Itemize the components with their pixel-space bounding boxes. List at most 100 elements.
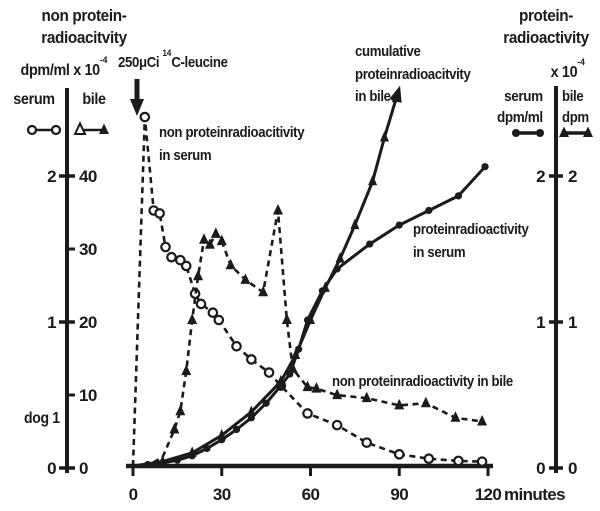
axis-tick-label: 60 (302, 485, 320, 504)
filled-triangle-marker (350, 218, 360, 230)
filled-triangle-marker (99, 123, 109, 134)
filled-circle-marker (232, 425, 241, 434)
filled-triangle-marker (272, 203, 283, 215)
axis-tick-label: 2 (568, 167, 577, 186)
right-axis-col-serum-line2: dpm/ml (496, 109, 543, 126)
left-axis-title-line2: radioacitvity (41, 28, 127, 48)
open-circle-marker (166, 251, 177, 263)
open-circle-marker (263, 367, 275, 378)
label-np-bile: non proteinradioactivity in bile (332, 373, 513, 390)
filled-circle-marker (366, 240, 374, 248)
series-0 (131, 111, 488, 467)
left-axis-title: non protein- radioacitvity (25, 5, 144, 49)
open-circle-marker (231, 340, 242, 352)
filled-triangle-marker (193, 269, 204, 281)
filled-triangle-marker (169, 422, 180, 434)
filled-triangle-marker (258, 285, 269, 297)
open-circle-marker (139, 111, 151, 123)
open-circle-marker (195, 298, 207, 310)
filled-triangle-marker (181, 364, 192, 376)
open-circle-marker (476, 456, 488, 467)
axis-tick-label: 1 (47, 313, 56, 332)
label-cumulative-bile: cumulative proteinradioacitvity in bile (355, 41, 471, 109)
axis-tick-label: 10 (79, 386, 97, 405)
left-axis-title-line1: non protein- (41, 6, 127, 25)
left-axis-unit-base: dpm/ml x 10 (20, 62, 101, 79)
injection-arrow-head (130, 99, 144, 116)
axis-tick-label: 20 (79, 313, 97, 332)
label-np-serum: non proteinradioacitivity in serum (159, 122, 305, 167)
injection-label: 250μCi 14C-leucine (118, 48, 228, 75)
filled-triangle-marker (225, 258, 236, 270)
injection-arrow-icon (130, 79, 144, 116)
filled-triangle-marker (302, 380, 313, 392)
right-axis-title-line1: protein- (518, 6, 574, 25)
open-circle-marker (154, 208, 165, 219)
filled-triangle-marker (199, 233, 209, 244)
open-circle-marker (361, 437, 373, 448)
axis-tick-label: 2 (47, 167, 56, 186)
left-axis-unit-exponent: -4 (99, 55, 108, 67)
filled-triangle-marker (559, 126, 569, 137)
filled-triangle-marker (420, 396, 431, 408)
filled-triangle-marker (450, 411, 461, 422)
axis-tick-label: 0 (47, 459, 56, 478)
series-line (132, 97, 398, 468)
right-axis-unit-exponent: -4 (577, 57, 585, 69)
open-circle-marker (302, 408, 313, 419)
filled-triangle-marker (583, 126, 593, 137)
series-end-arrow (389, 85, 402, 103)
filled-circle-marker (247, 414, 255, 422)
series-3 (132, 85, 402, 468)
injection-isotope-mass: 14 (162, 48, 172, 59)
right-axis-title: protein- radioactivity (497, 5, 594, 49)
injection-dose: 250μCi (118, 54, 163, 71)
open-circle-marker (207, 307, 219, 318)
left-axis-col-serum: serum (13, 91, 55, 108)
filled-triangle-marker (216, 234, 227, 246)
filled-triangle-marker (281, 313, 292, 324)
axis-tick-label: 30 (79, 240, 97, 259)
filled-triangle-marker (306, 313, 315, 324)
open-circle-marker (213, 314, 225, 326)
filled-triangle-marker (379, 130, 389, 142)
filled-triangle-marker (291, 348, 301, 360)
right-axis-col-serum-line1: serum (504, 88, 543, 105)
open-circle-marker (331, 419, 343, 431)
filled-triangle-marker (276, 374, 286, 386)
label-cumulative-bile-line3: in bile (355, 88, 391, 105)
filled-triangle-marker (368, 174, 378, 186)
right-axis-col-bile: bile dpm (562, 86, 595, 128)
left-axis-unit: dpm/ml x 10-4 (12, 55, 116, 83)
legend-np-bile-symbol (73, 121, 109, 135)
filled-triangle-marker (332, 388, 343, 400)
filled-circle-marker (395, 221, 403, 229)
right-axis: 0 0 1 1 2 2 (536, 86, 578, 478)
axis-tick-label: 0 (536, 459, 545, 478)
right-axis-col-bile-line2: dpm (562, 109, 589, 126)
label-p-serum-line2: in serum (413, 243, 466, 261)
filled-triangle-marker (361, 391, 372, 403)
open-circle-icon (50, 124, 62, 136)
open-circle-marker (246, 354, 257, 365)
filled-triangle-marker (320, 281, 330, 292)
filled-circle-icon (512, 129, 520, 137)
axis-tick-label: 40 (79, 167, 97, 186)
filled-triangle-marker (175, 404, 186, 416)
label-p-serum: proteinradioactivity in serum (413, 219, 529, 264)
filled-triangle-marker (335, 252, 345, 263)
filled-circle-marker (454, 192, 463, 200)
right-axis-col-serum: serum dpm/ml (485, 86, 543, 128)
filled-circle-marker (286, 370, 294, 378)
open-circle-icon (26, 124, 38, 136)
left-axis-col-bile: bile (82, 91, 106, 108)
right-axis-unit-base: x 10 (550, 64, 578, 81)
filled-triangle-marker (240, 273, 251, 284)
legend-p-serum-symbol (512, 129, 544, 137)
label-p-serum-line1: proteinradioactivity (413, 221, 529, 238)
filled-triangle-marker (204, 238, 215, 249)
axis-tick-label: 120 (475, 485, 502, 504)
filled-triangle-marker (158, 455, 168, 466)
